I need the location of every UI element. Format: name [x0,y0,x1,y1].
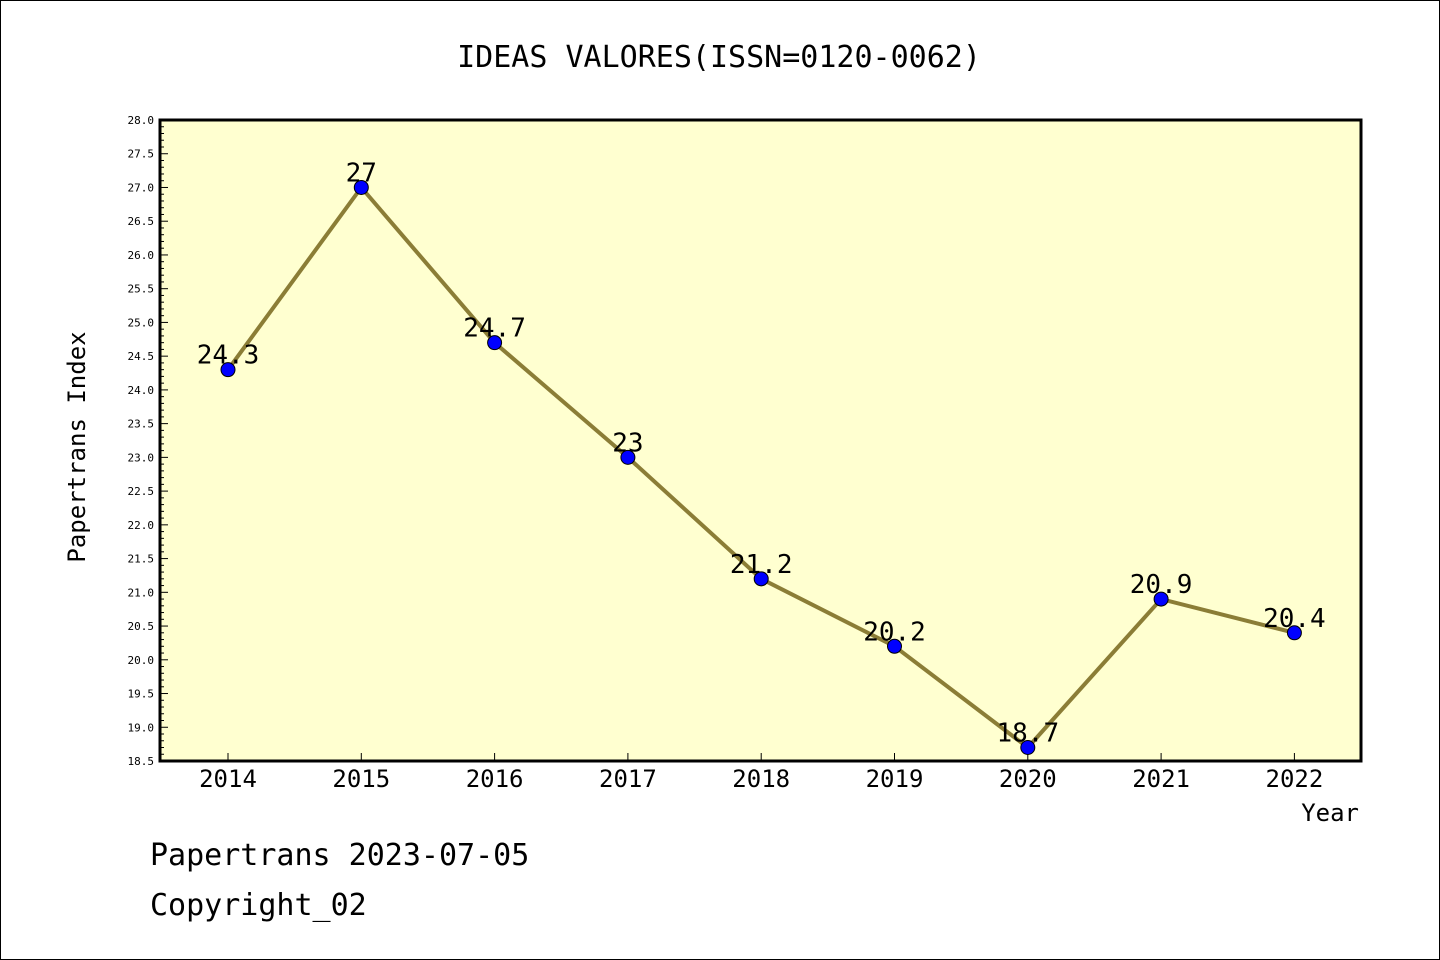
data-label: 18.7 [996,719,1059,749]
footer-copyright: Copyright_02 [150,888,367,923]
data-label: 24.7 [463,314,526,344]
y-tick-label: 25.0 [128,316,155,329]
y-tick-label: 20.5 [128,620,155,633]
y-tick-label: 25.5 [128,283,155,296]
y-tick-label: 27.5 [128,148,155,161]
y-tick-label: 28.0 [128,114,155,127]
y-tick-label: 23.0 [128,451,155,464]
x-tick-label: 2015 [332,765,390,793]
data-label: 24.3 [197,341,260,371]
y-tick-label: 19.5 [128,688,155,701]
y-tick-label: 26.0 [128,249,155,262]
data-point [887,638,902,654]
data-point [1020,740,1036,756]
data-point [1153,591,1169,607]
x-tick-label: 2014 [199,765,257,793]
y-tick-label: 22.5 [128,485,155,498]
data-labels: 24.3 27 24.7 23 21.2 20.2 18.7 20.9 20.4 [197,158,1326,748]
data-label: 20.2 [863,617,926,647]
data-label: 23 [612,428,643,458]
y-tick-label: 22.0 [128,519,155,532]
data-point [220,362,236,378]
y-axis-ticks: 18.5 19.0 19.5 20.0 20.5 21.0 21.5 22.0 22.5 23.0… [128,114,168,768]
x-tick-label: 2020 [999,765,1057,793]
x-tick-label: 2018 [732,765,790,793]
y-tick-label: 27.0 [128,181,155,194]
data-point [353,179,369,195]
x-axis-label: Year [1301,799,1359,827]
y-tick-label: 20.0 [128,654,155,667]
data-point [753,571,769,587]
x-axis-ticks: 2014 2015 2016 2017 2018 2019 2020 2021 2022 [199,753,1323,793]
data-label: 27 [346,158,377,188]
x-tick-label: 2021 [1132,765,1190,793]
data-label: 20.9 [1130,570,1193,600]
x-tick-label: 2019 [866,765,924,793]
y-tick-label: 21.0 [128,586,155,599]
chart-title: IDEAS VALORES(ISSN=0120-0062) [457,40,981,75]
footer-source: Papertrans 2023-07-05 [150,838,529,873]
x-tick-label: 2017 [599,765,657,793]
y-tick-label: 21.5 [128,553,155,566]
data-point [620,449,636,465]
y-axis-label: Papertrans Index [63,331,91,562]
series-group [220,179,1302,756]
x-tick-label: 2022 [1266,765,1324,793]
y-tick-label: 24.0 [128,384,155,397]
y-tick-label: 26.5 [128,215,155,228]
plot-border [158,118,1363,763]
y-tick-label: 19.0 [128,721,155,734]
y-tick-label: 24.5 [128,350,155,363]
y-tick-label: 18.5 [128,755,155,768]
data-point [487,335,503,351]
data-label: 21.2 [730,550,793,580]
data-point [1286,625,1302,641]
y-tick-label: 23.5 [128,418,155,431]
data-label: 20.4 [1263,604,1326,634]
plot-area [160,120,1361,761]
x-tick-label: 2016 [466,765,524,793]
